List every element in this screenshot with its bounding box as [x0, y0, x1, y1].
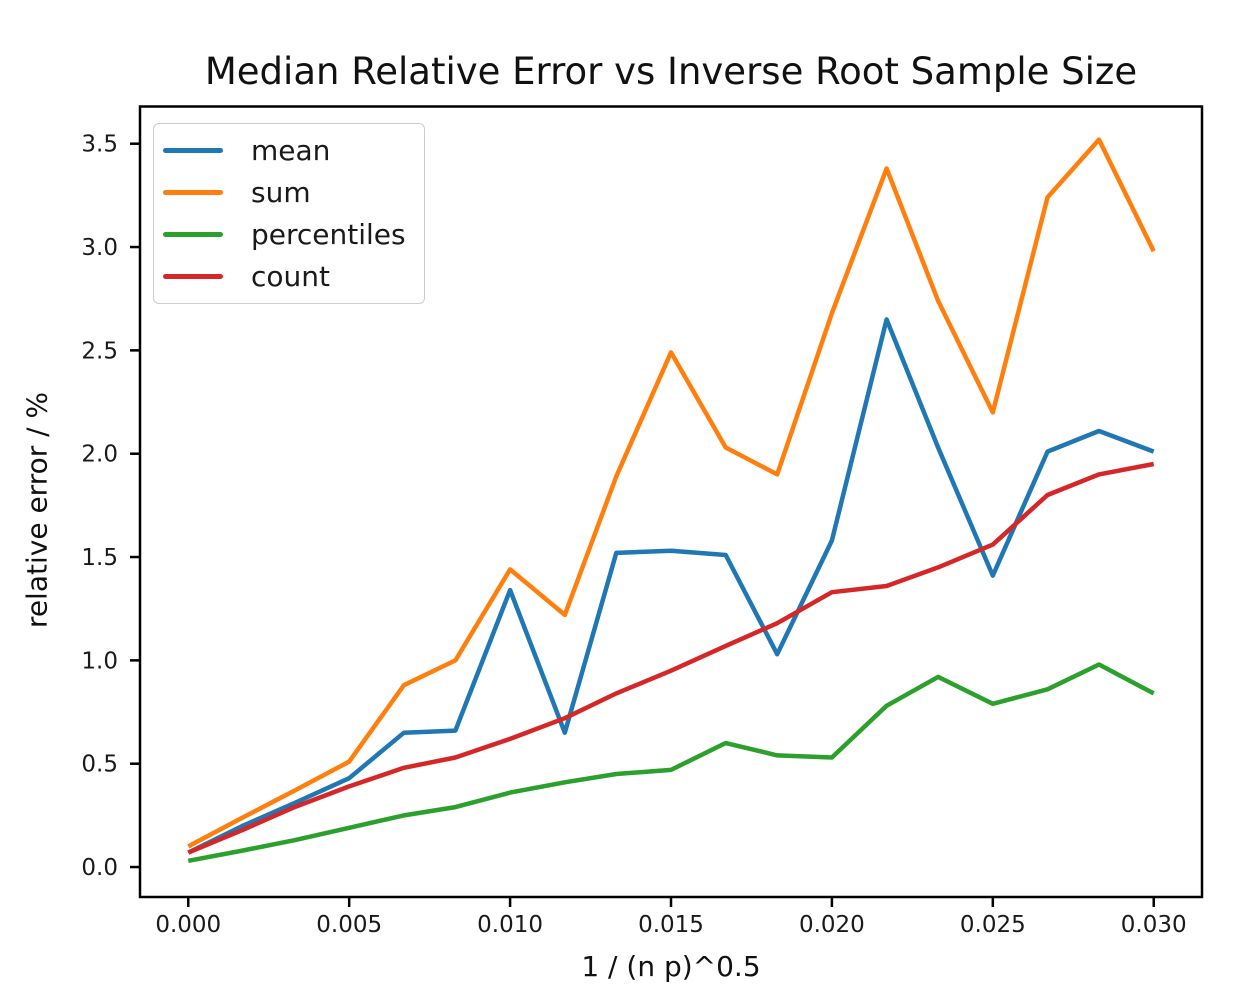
y-tick-label: 1.5	[81, 545, 118, 571]
legend-item-count: count	[154, 256, 424, 296]
x-tick-label: 0.025	[960, 912, 1026, 938]
series-line-percentiles	[187, 662, 1155, 864]
legend: mean sum percentiles count	[153, 123, 425, 304]
legend-label: mean	[251, 134, 331, 168]
legend-item-mean: mean	[154, 131, 424, 171]
legend-line-swatch	[163, 190, 223, 196]
legend-line-swatch	[163, 148, 223, 154]
y-tick-label: 3.5	[81, 132, 118, 158]
series-line-sum	[187, 137, 1156, 849]
legend-label: sum	[251, 176, 311, 210]
x-tick-label: 0.015	[638, 912, 704, 938]
legend-item-percentiles: percentiles	[154, 214, 424, 254]
x-tick-label: 0.020	[799, 912, 865, 938]
y-tick-label: 0.0	[81, 855, 118, 881]
x-tick-label: 0.030	[1121, 912, 1187, 938]
y-tick-label: 3.0	[81, 235, 118, 261]
y-tick-label: 1.0	[81, 648, 118, 674]
series-line-count	[187, 461, 1155, 855]
x-tick-label: 0.005	[316, 912, 382, 938]
series-line-mean	[187, 317, 1155, 855]
legend-label: percentiles	[251, 217, 406, 251]
y-tick-label: 2.5	[81, 338, 118, 364]
x-tick-label: 0.000	[155, 912, 221, 938]
y-tick-label: 2.0	[81, 442, 118, 468]
legend-line-swatch	[163, 231, 223, 237]
y-axis-label: relative error / %	[20, 391, 54, 629]
x-tick-label: 0.010	[477, 912, 543, 938]
y-tick-label: 0.5	[81, 752, 118, 778]
legend-line-swatch	[163, 273, 223, 279]
chart-title: Median Relative Error vs Inverse Root Sa…	[204, 50, 1138, 93]
legend-item-sum: sum	[154, 173, 424, 213]
x-axis-label: 1 / (n p)^0.5	[581, 950, 761, 983]
axes-frame	[138, 105, 1204, 899]
legend-label: count	[251, 259, 330, 293]
